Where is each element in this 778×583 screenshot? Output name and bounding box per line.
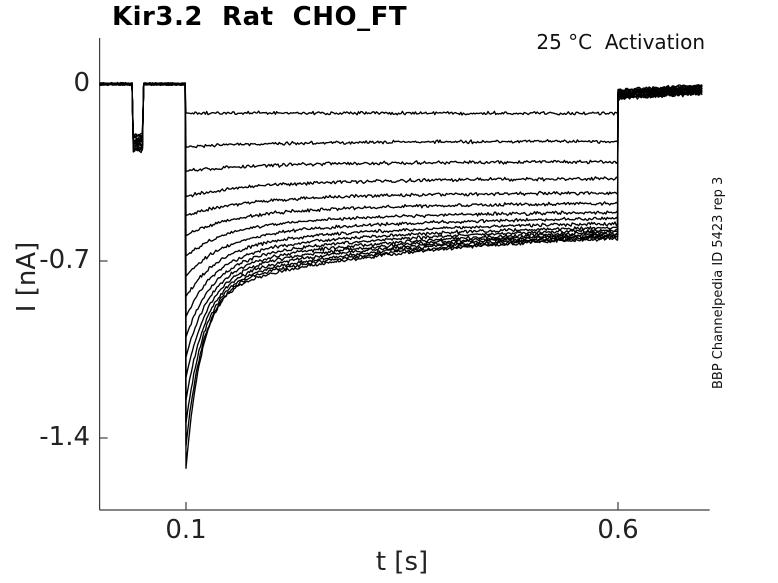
current-trace-sweep-10 [99, 82, 703, 318]
page-title: Kir3.2 Rat CHO_FT [112, 2, 408, 32]
current-trace-sweep-08 [99, 81, 703, 277]
y-tick-label-0: 0 [73, 68, 90, 98]
current-trace-sweep-06 [99, 82, 703, 237]
temperature-activation-label: 25 °C Activation [536, 30, 705, 54]
x-tick-label-0p6: 0.6 [597, 515, 639, 545]
current-trace-sweep-11 [99, 81, 703, 338]
y-tick-label-minus-1p4: -1.4 [39, 422, 90, 452]
x-axis-label: t [s] [375, 547, 429, 577]
current-trace-sweep-17 [99, 81, 703, 469]
current-trace-sweep-02 [99, 82, 703, 149]
current-trace-sweep-16 [99, 82, 703, 447]
y-tick-label-minus-0p7: -0.7 [39, 245, 90, 275]
current-trace-sweep-09 [99, 82, 703, 298]
current-trace-sweep-05 [99, 82, 703, 217]
current-trace-sweep-04 [99, 81, 703, 198]
x-tick-label-0p1: 0.1 [165, 515, 207, 545]
current-trace-sweep-12 [99, 81, 703, 358]
channelpedia-watermark: BBP Channelpedia ID 5423 rep 3 [711, 176, 726, 389]
current-trace-sweep-03 [99, 81, 703, 172]
current-trace-sweep-07 [99, 82, 703, 257]
current-trace-sweep-14 [99, 81, 703, 401]
current-trace-sweep-01 [99, 81, 703, 137]
current-trace-sweep-13 [99, 82, 703, 378]
